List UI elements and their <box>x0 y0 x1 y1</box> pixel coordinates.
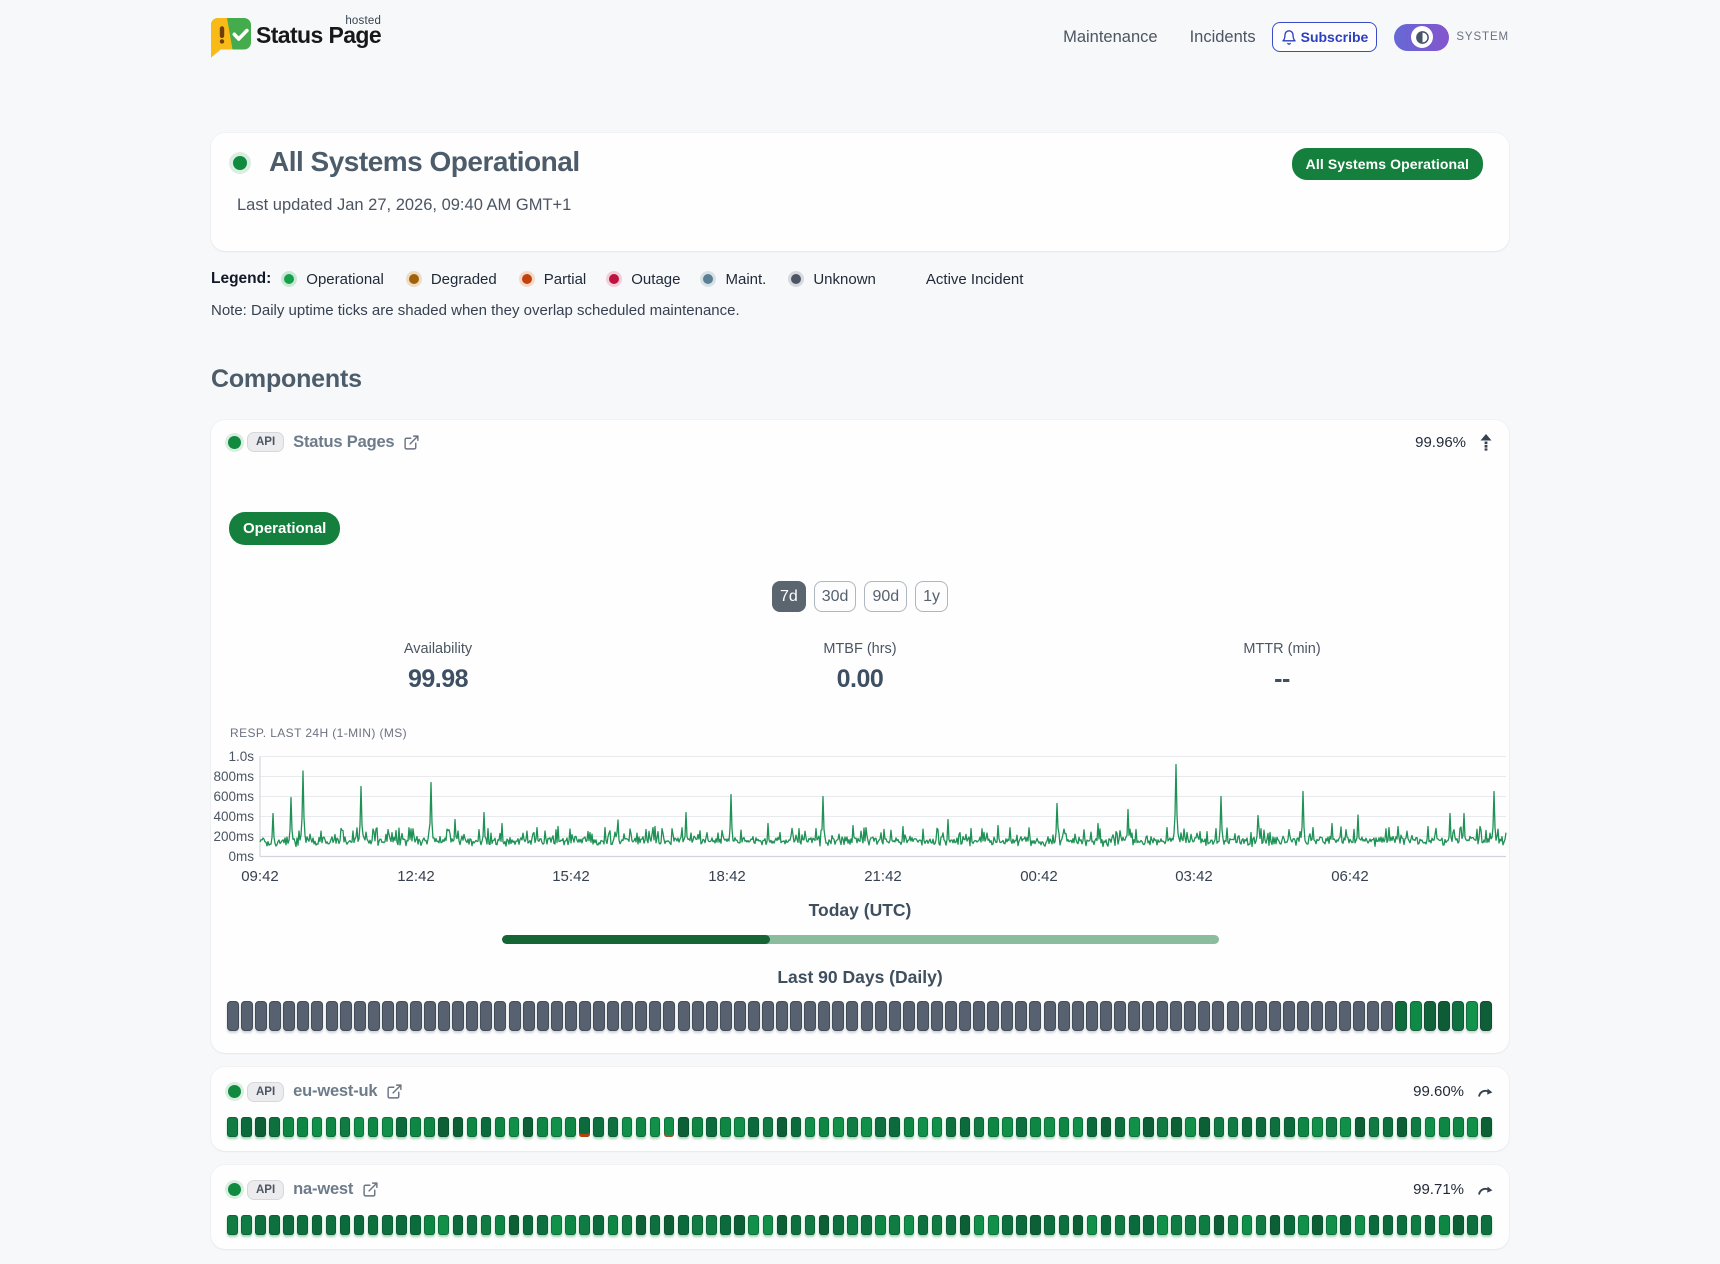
svg-text:15:42: 15:42 <box>552 868 590 885</box>
svg-text:21:42: 21:42 <box>864 868 902 885</box>
svg-text:06:42: 06:42 <box>1331 868 1369 885</box>
svg-text:18:42: 18:42 <box>708 868 746 885</box>
svg-text:0ms: 0ms <box>228 849 254 864</box>
svg-text:03:42: 03:42 <box>1175 868 1213 885</box>
svg-text:1.0s: 1.0s <box>228 749 254 764</box>
svg-text:09:42: 09:42 <box>241 868 279 885</box>
svg-text:800ms: 800ms <box>213 769 254 784</box>
svg-text:400ms: 400ms <box>213 809 254 824</box>
svg-text:600ms: 600ms <box>213 789 254 804</box>
svg-text:200ms: 200ms <box>213 829 254 844</box>
svg-text:12:42: 12:42 <box>397 868 435 885</box>
svg-text:00:42: 00:42 <box>1020 868 1058 885</box>
